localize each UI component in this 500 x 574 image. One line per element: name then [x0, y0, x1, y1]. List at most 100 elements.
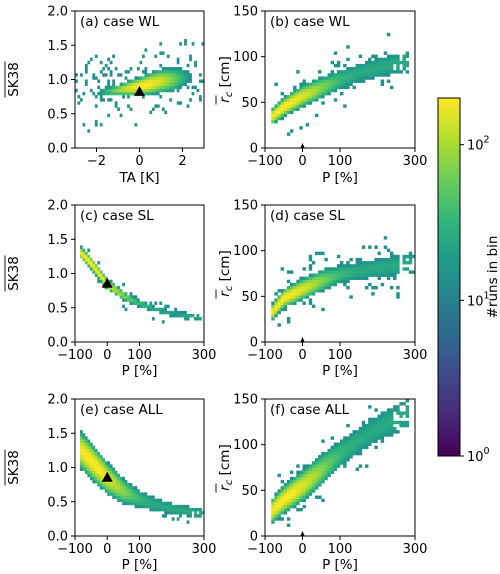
heatmap-cell [271, 119, 275, 124]
heatmap-cell [156, 104, 160, 108]
heatmap-cell [386, 70, 391, 74]
heatmap-cell [315, 95, 319, 99]
heatmap-cell [109, 85, 113, 90]
heatmap-cell [321, 461, 325, 465]
panel-f-ylabel-group: rc [cm] [215, 444, 235, 493]
heatmap-cell [383, 51, 388, 55]
heatmap-cell [117, 85, 120, 90]
heatmap-cell [402, 63, 406, 68]
heatmap-cell [149, 501, 153, 506]
heatmap-cell [343, 439, 347, 443]
heatmap-cell [89, 257, 93, 262]
heatmap-cell [324, 273, 328, 277]
heatmap-cell [286, 295, 291, 299]
heatmap-cell [174, 67, 178, 71]
heatmap-cell [349, 270, 353, 274]
y-tick-label: 2.0 [47, 199, 68, 214]
heatmap-cell [365, 427, 369, 431]
heatmap-cell [102, 276, 106, 281]
heatmap-cell [405, 267, 410, 271]
heatmap-cell [144, 85, 148, 90]
heatmap-cell [169, 507, 173, 512]
heatmap-cell [349, 73, 353, 77]
heatmap-cell [365, 439, 369, 443]
heatmap-cell [119, 82, 123, 87]
heatmap-cell [79, 442, 83, 446]
heatmap-cell [119, 476, 123, 481]
heatmap-cell [299, 104, 303, 108]
heatmap-cell [377, 63, 381, 68]
heatmap-cell [102, 470, 106, 475]
heatmap-cell [408, 270, 413, 274]
heatmap-cell [92, 448, 96, 453]
heatmap-cell [368, 405, 372, 409]
heatmap-cell [97, 279, 101, 284]
heatmap-cell [184, 313, 187, 318]
heatmap-cell [176, 517, 180, 521]
heatmap-cell [171, 511, 175, 515]
heatmap-cell [302, 85, 306, 90]
heatmap-cell [299, 492, 303, 496]
heatmap-cell [377, 70, 381, 74]
heatmap-cell [383, 420, 388, 425]
y-tick-label: 0.5 [47, 301, 68, 316]
heatmap-cell [368, 417, 372, 422]
heatmap-cell [274, 104, 278, 108]
heatmap-cell [283, 486, 288, 490]
heatmap-cell [308, 483, 313, 487]
heatmap-cell [283, 507, 288, 512]
heatmap-cell [89, 451, 93, 456]
heatmap-cell [324, 476, 328, 481]
heatmap-cell [181, 511, 185, 515]
heatmap-cell [293, 504, 297, 509]
x-tick-label: 300 [403, 154, 428, 169]
heatmap-cell [390, 414, 394, 418]
heatmap-cell [280, 479, 285, 484]
heatmap-cell [383, 417, 388, 422]
y-tick-label: 150 [233, 393, 258, 408]
heatmap-cell [343, 464, 347, 468]
heatmap-cell [164, 67, 168, 71]
heatmap-cell [318, 79, 322, 83]
heatmap-cell [315, 282, 319, 287]
heatmap-cell [82, 451, 86, 456]
heatmap-cell [377, 261, 381, 265]
heatmap-cell [159, 507, 163, 512]
heatmap-cell [411, 270, 416, 274]
heatmap-cell [296, 295, 300, 299]
heatmap-cell [84, 82, 88, 87]
heatmap-cell [102, 467, 106, 471]
heatmap-cell [171, 85, 175, 90]
heatmap-cell [87, 264, 91, 268]
heatmap-cell [396, 264, 400, 268]
heatmap-cell [280, 101, 285, 105]
y-tick-label: 1.5 [47, 39, 68, 54]
heatmap-cell [371, 417, 375, 422]
heatmap-cell [340, 276, 344, 281]
heatmap-cell [311, 479, 316, 484]
x-tick-label: 0 [135, 154, 143, 169]
heatmap-cell [386, 79, 391, 83]
heatmap-cell [293, 486, 297, 490]
heatmap-cell [277, 101, 281, 105]
heatmap-cell [189, 76, 192, 80]
heatmap-cell [129, 67, 133, 71]
heatmap-cell [399, 414, 403, 418]
heatmap-cell [390, 427, 394, 431]
heatmap-cell [296, 479, 300, 484]
heatmap-cell [380, 411, 385, 415]
heatmap-cell [358, 276, 363, 281]
heatmap-cell [386, 67, 391, 71]
heatmap-cell [390, 408, 394, 412]
panel-e-heatmap-cells [79, 430, 205, 524]
heatmap-cell [355, 467, 360, 471]
heatmap-cell [114, 492, 118, 496]
heatmap-cell [164, 507, 168, 512]
heatmap-cell [336, 448, 341, 453]
heatmap-cell [343, 276, 347, 281]
heatmap-cell [169, 79, 173, 83]
heatmap-cell [112, 79, 115, 83]
heatmap-cell [302, 279, 306, 284]
heatmap-cell [164, 70, 168, 74]
heatmap-cell [377, 433, 381, 437]
